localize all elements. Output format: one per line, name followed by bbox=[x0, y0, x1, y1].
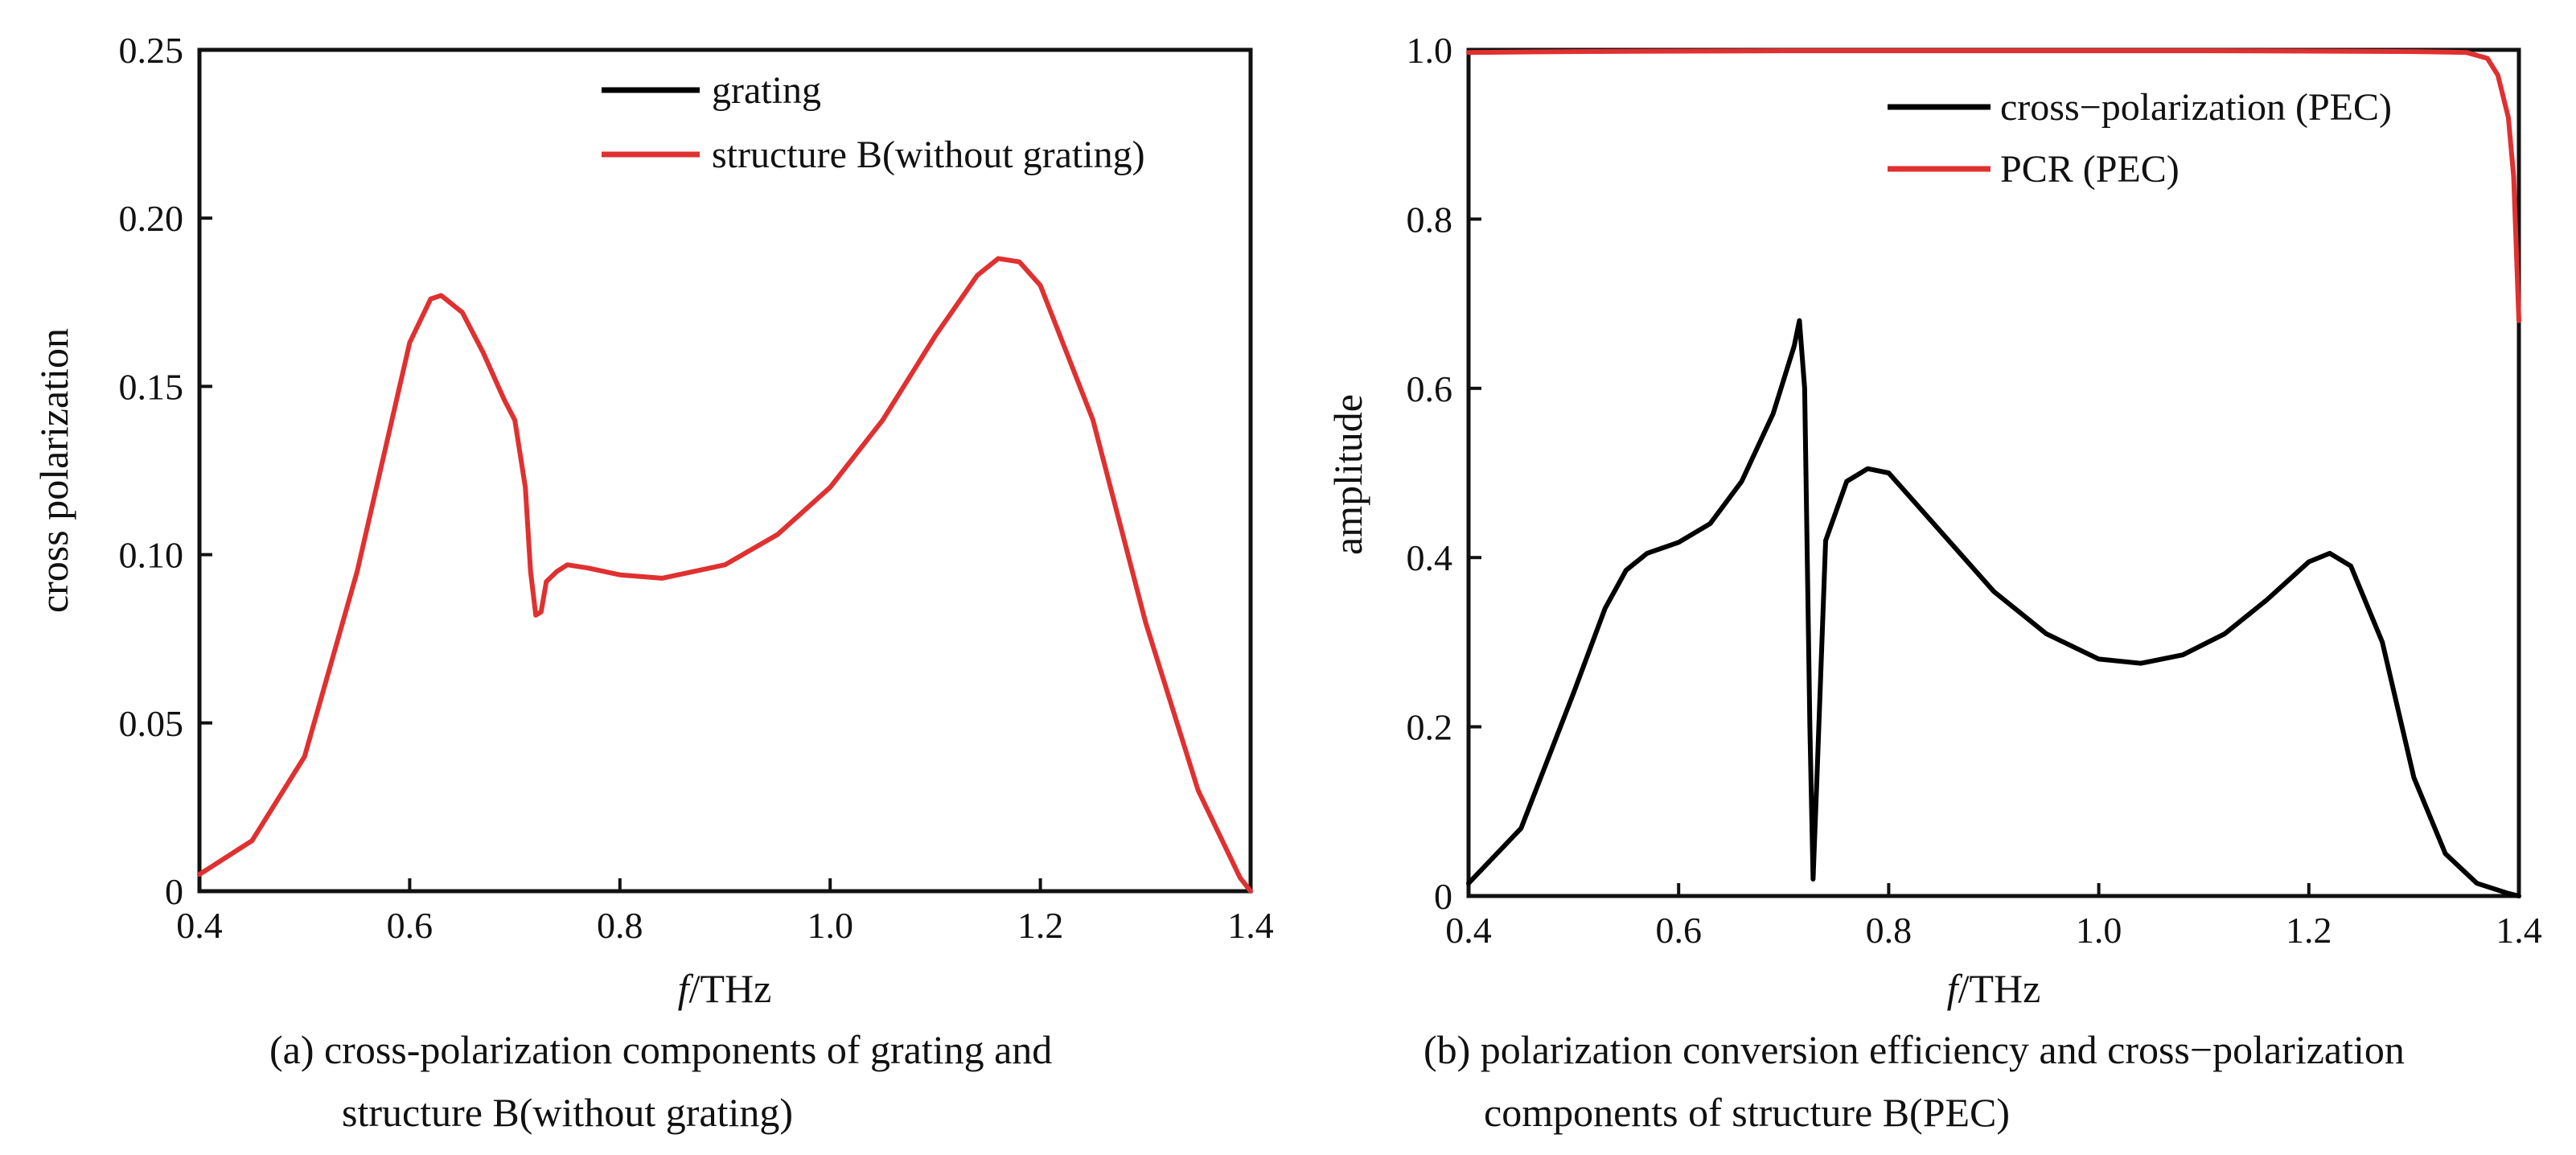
x-axis-title: f/THz bbox=[1947, 966, 2041, 1011]
y-axis-title: cross polarization bbox=[31, 328, 76, 613]
series-line-cross-polarization-pec bbox=[1466, 318, 2521, 898]
series-lines bbox=[197, 256, 1253, 894]
y-tick-label: 0.4 bbox=[1407, 537, 1453, 578]
caption-line-2: components of structure B(PEC) bbox=[1484, 1090, 2010, 1135]
series-line-structure-b-without-grating bbox=[197, 256, 1253, 894]
y-tick-label: 0.15 bbox=[119, 366, 184, 407]
x-tick-label: 1.4 bbox=[2496, 910, 2542, 951]
y-axis-title: amplitude bbox=[1325, 394, 1370, 555]
x-tick-label: 1.2 bbox=[1017, 905, 1064, 946]
x-tick-label: 0.4 bbox=[176, 905, 223, 946]
chart-panel-b: 0.4 0.6 0.8 1.0 1.2 1.4 0 0.2 0.4 0.6 0.8 1.0 cros… bbox=[1325, 30, 2542, 1135]
y-tick-label: 0.6 bbox=[1407, 368, 1453, 409]
y-tick-label: 0.8 bbox=[1407, 199, 1453, 240]
x-tick-labels: 0.4 0.6 0.8 1.0 1.2 1.4 bbox=[1445, 910, 2542, 951]
x-tick-label: 0.4 bbox=[1445, 910, 1492, 951]
tick-marks bbox=[1467, 48, 2521, 898]
y-tick-label: 0.2 bbox=[1407, 707, 1453, 748]
legend: grating structure B(without grating) bbox=[602, 69, 1145, 176]
legend-label-grating: grating bbox=[712, 69, 821, 112]
y-tick-labels: 0 0.05 0.10 0.15 0.20 0.25 bbox=[119, 30, 184, 912]
caption-line-2: structure B(without grating) bbox=[342, 1090, 793, 1135]
y-tick-label: 0 bbox=[1434, 876, 1452, 917]
x-tick-label: 1.2 bbox=[2286, 910, 2332, 951]
legend: cross−polarization (PEC) PCR (PEC) bbox=[1888, 86, 2392, 191]
x-tick-label: 0.6 bbox=[1655, 910, 1702, 951]
y-tick-label: 0.10 bbox=[119, 535, 184, 576]
y-tick-label: 0.25 bbox=[119, 30, 184, 71]
x-tick-label: 1.0 bbox=[807, 905, 853, 946]
caption-line-1: (b) polarization conversion efficiency a… bbox=[1424, 1027, 2405, 1072]
x-tick-label: 1.4 bbox=[1227, 905, 1274, 946]
legend-label-structure-b-without-grating: structure B(without grating) bbox=[712, 134, 1145, 176]
x-axis-title: f/THz bbox=[678, 966, 772, 1011]
plot-frame bbox=[1466, 47, 2521, 898]
x-tick-label: 0.8 bbox=[597, 905, 643, 946]
y-tick-labels: 0 0.2 0.4 0.6 0.8 1.0 bbox=[1407, 30, 1453, 917]
y-tick-label: 1.0 bbox=[1407, 30, 1453, 71]
y-tick-label: 0.05 bbox=[119, 703, 184, 744]
x-tick-label: 1.0 bbox=[2076, 910, 2122, 951]
x-tick-label: 0.8 bbox=[1866, 910, 1912, 951]
y-tick-label: 0.20 bbox=[119, 198, 184, 239]
x-tick-label: 0.6 bbox=[387, 905, 433, 946]
chart-panel-a: 0.4 0.6 0.8 1.0 1.2 1.4 0 0.05 0.10 0.15 0.20 0.25… bbox=[31, 30, 1274, 1135]
caption-line-1: (a) cross-polarization components of gra… bbox=[269, 1027, 1052, 1072]
legend-label-cross-polarization-pec: cross−polarization (PEC) bbox=[2000, 86, 2392, 129]
series-lines bbox=[1466, 48, 2521, 898]
y-tick-label: 0 bbox=[165, 871, 183, 912]
plot-frame bbox=[197, 47, 1253, 894]
tick-marks bbox=[198, 48, 1252, 893]
series-line-pcr-pec bbox=[1466, 48, 2521, 323]
x-tick-labels: 0.4 0.6 0.8 1.0 1.2 1.4 bbox=[176, 905, 1274, 946]
legend-label-pcr-pec: PCR (PEC) bbox=[2000, 148, 2180, 191]
